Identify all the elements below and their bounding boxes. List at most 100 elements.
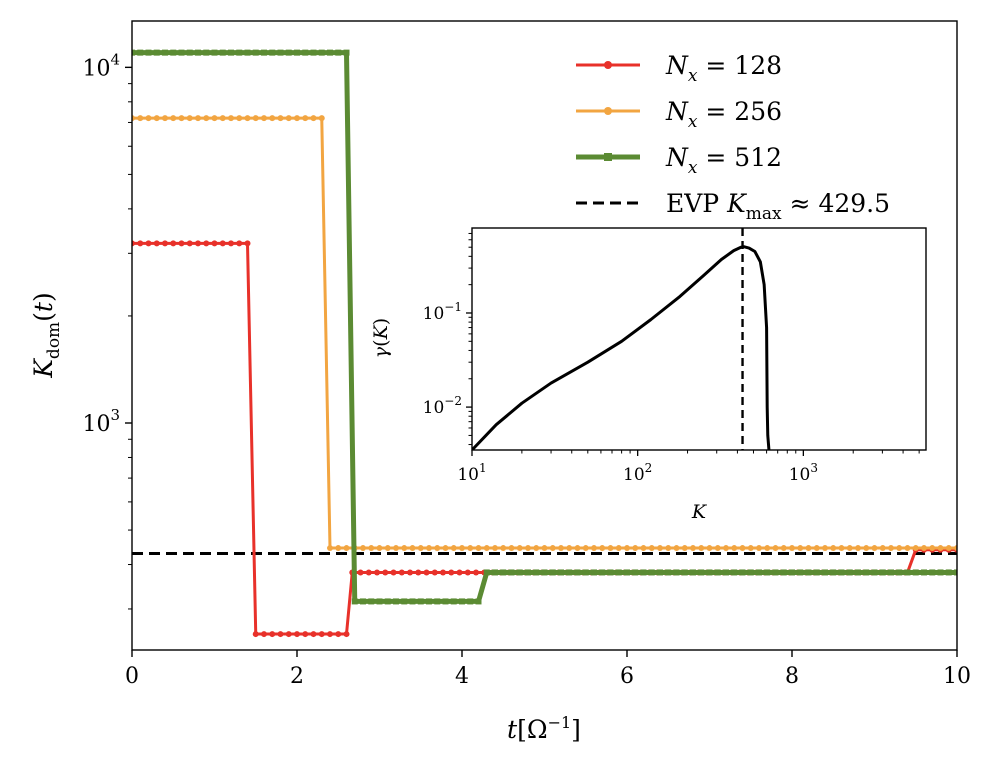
marker-nx512: [277, 49, 284, 56]
marker-nx256: [657, 545, 663, 552]
marker-nx128: [318, 631, 325, 638]
marker-nx128: [277, 631, 284, 638]
marker-nx256: [376, 545, 383, 552]
marker-nx256: [335, 545, 342, 552]
marker-nx128: [244, 240, 251, 247]
marker-nx256: [846, 545, 853, 552]
marker-nx256: [137, 115, 144, 122]
inset-y-tick-label: 10−2: [423, 394, 462, 418]
marker-nx512: [863, 569, 870, 576]
marker-nx512: [442, 598, 449, 605]
inset-axes-frame: [471, 227, 927, 451]
marker-nx128: [162, 240, 168, 247]
marker-nx512: [599, 569, 606, 576]
marker-nx128: [398, 569, 405, 576]
marker-nx512: [764, 569, 771, 576]
legend-entry: Nx = 128: [576, 51, 782, 86]
marker-nx128: [327, 631, 333, 638]
marker-nx128: [153, 240, 160, 247]
marker-nx256: [582, 545, 589, 552]
marker-nx512: [533, 569, 540, 576]
marker-nx512: [624, 569, 630, 576]
inset-growth-curve: [472, 245, 771, 450]
marker-nx256: [855, 545, 861, 552]
marker-nx512: [244, 49, 251, 56]
inset-ticks: 101 102 103 10−2 10−1: [423, 232, 920, 485]
marker-nx256: [343, 545, 350, 552]
x-tick-label: 8: [785, 664, 799, 689]
marker-nx512: [813, 569, 820, 576]
marker-nx512: [302, 49, 309, 56]
marker-nx256: [508, 545, 515, 552]
marker-nx256: [822, 545, 828, 552]
marker-nx128: [211, 240, 218, 247]
marker-nx256: [162, 115, 168, 122]
marker-nx128: [186, 240, 193, 247]
marker-nx256: [426, 545, 432, 552]
marker-nx256: [211, 115, 218, 122]
marker-nx512: [285, 49, 292, 56]
marker-nx512: [582, 569, 589, 576]
x-tick-label: 0: [125, 664, 139, 689]
marker-nx128: [203, 240, 210, 247]
marker-nx128: [407, 569, 414, 576]
legend-entry: Nx = 256: [576, 97, 782, 132]
marker-nx256: [244, 115, 251, 122]
marker-nx256: [937, 545, 944, 552]
marker-nx512: [756, 569, 762, 576]
marker-nx256: [285, 115, 292, 122]
inset-x-axis-title: K: [691, 501, 708, 523]
marker-nx128: [132, 240, 135, 247]
marker-nx512: [805, 569, 812, 576]
marker-nx512: [549, 569, 556, 576]
marker-nx256: [318, 115, 325, 122]
legend-label-nx512: Nx = 512: [665, 143, 782, 178]
marker-nx256: [599, 545, 606, 552]
marker-nx256: [929, 545, 936, 552]
marker-nx512: [846, 569, 853, 576]
inset-y-tick-label: 10−1: [423, 300, 462, 324]
main-ticks: 0 2 4 6 8 10 103 104: [82, 50, 971, 689]
marker-nx256: [731, 545, 738, 552]
marker-nx512: [673, 569, 680, 576]
marker-nx512: [186, 49, 193, 56]
marker-nx512: [219, 49, 226, 56]
marker-nx128: [365, 569, 372, 576]
marker-nx512: [698, 569, 705, 576]
marker-nx256: [723, 545, 729, 552]
marker-nx512: [739, 569, 746, 576]
marker-nx256: [203, 115, 210, 122]
marker-nx512: [879, 569, 886, 576]
marker-nx256: [450, 545, 457, 552]
marker-nx512: [417, 598, 424, 605]
marker-nx512: [162, 49, 168, 56]
marker-nx128: [269, 631, 276, 638]
marker-nx256: [830, 545, 837, 552]
marker-nx256: [442, 545, 449, 552]
marker-nx128: [448, 569, 455, 576]
marker-nx256: [269, 115, 276, 122]
marker-nx256: [236, 115, 243, 122]
marker-nx256: [756, 545, 762, 552]
marker-nx128: [374, 569, 381, 576]
marker-nx128: [145, 240, 152, 247]
marker-nx256: [764, 545, 771, 552]
inset-x-tick-label: 101: [457, 461, 486, 485]
marker-nx512: [335, 49, 342, 56]
marker-nx512: [648, 569, 655, 576]
marker-nx256: [813, 545, 820, 552]
marker-nx128: [137, 240, 144, 247]
marker-nx512: [945, 569, 952, 576]
marker-nx256: [409, 545, 416, 552]
marker-nx256: [261, 115, 267, 122]
marker-nx256: [780, 545, 787, 552]
marker-nx512: [376, 598, 383, 605]
marker-nx512: [904, 569, 911, 576]
marker-nx256: [615, 545, 622, 552]
marker-nx128: [382, 569, 389, 576]
marker-nx512: [269, 49, 276, 56]
marker-nx512: [310, 49, 317, 56]
marker-nx256: [871, 545, 878, 552]
marker-nx256: [888, 545, 894, 552]
